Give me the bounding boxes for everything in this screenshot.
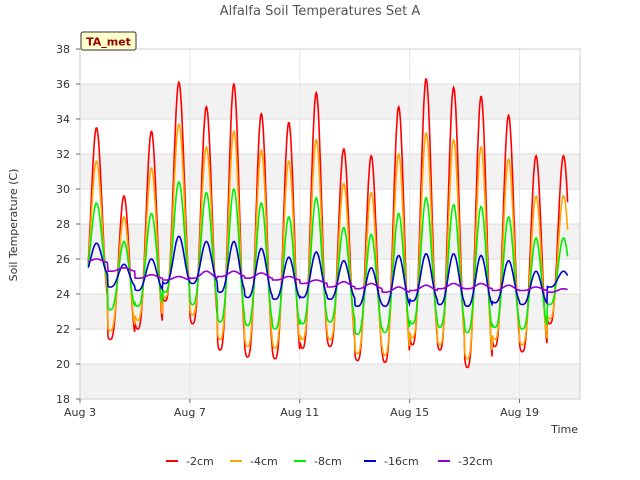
legend-label: -16cm <box>384 455 419 468</box>
legend: -2cm -4cm -8cm -16cm -32cm <box>166 455 493 468</box>
y-tick-label: 38 <box>56 43 70 56</box>
legend-label: -32cm <box>458 455 493 468</box>
chart-title: Alfalfa Soil Temperatures Set A <box>220 4 421 19</box>
x-tick-label: Aug 15 <box>390 406 429 419</box>
y-tick-label: 36 <box>56 78 70 91</box>
series-line <box>87 235 569 308</box>
y-tick-label: 34 <box>56 113 70 126</box>
legend-item: -8cm <box>294 455 342 468</box>
y-tick-label: 32 <box>56 148 70 161</box>
legend-label: -8cm <box>314 455 342 468</box>
y-tick-label: 26 <box>56 253 70 266</box>
y-tick-label: 20 <box>56 358 70 371</box>
series-layer <box>87 77 569 369</box>
x-tick-label: Aug 7 <box>174 406 206 419</box>
grid-band <box>80 84 580 119</box>
annotation-label: TA_met <box>86 36 131 49</box>
legend-item: -4cm <box>230 455 278 468</box>
y-tick-label: 28 <box>56 218 70 231</box>
x-tick-label: Aug 11 <box>280 406 319 419</box>
grid-band <box>80 224 580 259</box>
legend-item: -16cm <box>364 455 419 468</box>
y-tick-label: 30 <box>56 183 70 196</box>
x-axis-label: Time <box>550 423 578 436</box>
grid-band <box>80 259 580 294</box>
grid-band <box>80 189 580 224</box>
legend-item: -32cm <box>438 455 493 468</box>
x-tick-label: Aug 19 <box>500 406 539 419</box>
grid-band <box>80 119 580 154</box>
x-tick-label: Aug 3 <box>64 406 96 419</box>
grid-band <box>80 49 580 84</box>
legend-label: -4cm <box>250 455 278 468</box>
annotation-box: TA_met <box>80 31 137 51</box>
series-line <box>87 258 568 293</box>
grid-band <box>80 154 580 189</box>
y-tick-label: 22 <box>56 323 70 336</box>
grid-bands <box>79 48 580 400</box>
legend-item: -2cm <box>166 455 214 468</box>
y-tick-label: 24 <box>56 288 70 301</box>
y-tick-label: 18 <box>56 393 70 406</box>
legend-label: -2cm <box>186 455 214 468</box>
axes-layer: 18 20 22 24 26 28 30 32 34 36 38 Aug 3 Aug 7 Aug 11 Au… <box>56 43 581 419</box>
grid-band <box>80 364 580 399</box>
y-axis-label: Soil Temperature (C) <box>7 169 20 282</box>
